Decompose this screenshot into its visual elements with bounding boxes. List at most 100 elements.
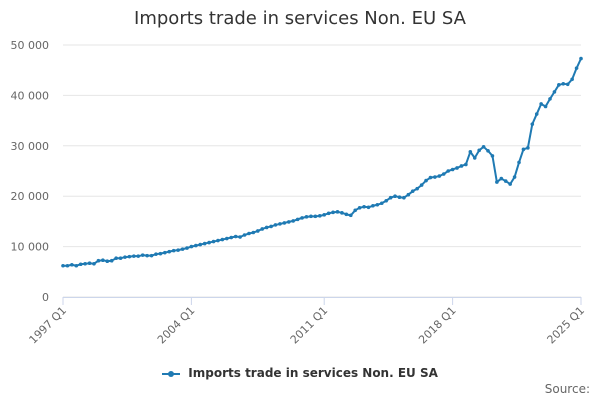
data-point[interactable] xyxy=(132,254,136,258)
data-point[interactable] xyxy=(539,102,543,106)
data-point[interactable] xyxy=(282,221,287,225)
data-point[interactable] xyxy=(211,239,216,244)
data-point[interactable] xyxy=(455,166,459,170)
data-point[interactable] xyxy=(167,249,172,254)
data-point[interactable] xyxy=(127,254,132,259)
data-point[interactable] xyxy=(255,229,260,233)
data-point[interactable] xyxy=(353,208,358,213)
data-point[interactable] xyxy=(309,214,313,219)
data-point[interactable] xyxy=(74,263,79,268)
data-point[interactable] xyxy=(123,255,127,259)
data-point[interactable] xyxy=(464,162,468,167)
data-point[interactable] xyxy=(149,253,154,258)
data-point[interactable] xyxy=(548,97,552,101)
data-point[interactable] xyxy=(450,167,455,172)
series-line[interactable] xyxy=(63,58,582,267)
data-point[interactable] xyxy=(375,202,380,207)
data-point[interactable] xyxy=(552,90,557,94)
data-point[interactable] xyxy=(109,258,114,263)
data-point[interactable] xyxy=(300,216,304,220)
data-point[interactable] xyxy=(362,204,366,209)
data-point[interactable] xyxy=(490,154,495,158)
data-point[interactable] xyxy=(322,213,327,217)
data-point[interactable] xyxy=(335,210,340,214)
data-point[interactable] xyxy=(269,224,273,229)
data-point[interactable] xyxy=(340,211,344,215)
data-point[interactable] xyxy=(185,246,189,250)
data-point[interactable] xyxy=(574,66,579,70)
data-point[interactable] xyxy=(397,195,402,200)
data-point[interactable] xyxy=(65,263,70,268)
data-point[interactable] xyxy=(247,231,251,236)
data-point[interactable] xyxy=(291,219,296,223)
data-point[interactable] xyxy=(379,201,384,206)
data-point[interactable] xyxy=(251,230,256,235)
data-point[interactable] xyxy=(499,176,504,181)
data-point[interactable] xyxy=(530,122,535,126)
data-point[interactable] xyxy=(503,179,508,183)
source-credit[interactable]: Source: xyxy=(544,382,590,396)
data-point[interactable] xyxy=(313,214,318,219)
data-point[interactable] xyxy=(225,236,229,241)
data-point[interactable] xyxy=(238,235,242,239)
data-point[interactable] xyxy=(579,56,583,61)
data-point[interactable] xyxy=(207,240,211,245)
data-point[interactable] xyxy=(114,256,118,260)
data-point[interactable] xyxy=(526,146,530,150)
data-point[interactable] xyxy=(61,263,65,268)
data-point[interactable] xyxy=(163,250,167,255)
data-point[interactable] xyxy=(419,183,424,187)
data-point[interactable] xyxy=(495,180,499,184)
data-point[interactable] xyxy=(180,247,185,251)
data-point[interactable] xyxy=(326,211,331,216)
data-point[interactable] xyxy=(145,253,149,258)
legend-item[interactable]: Imports trade in services Non. EU SA xyxy=(0,366,600,380)
data-point[interactable] xyxy=(118,256,123,260)
data-point[interactable] xyxy=(171,248,176,253)
data-point[interactable] xyxy=(83,261,87,266)
data-point[interactable] xyxy=(101,258,105,263)
data-point[interactable] xyxy=(472,156,477,160)
data-point[interactable] xyxy=(220,237,225,242)
data-point[interactable] xyxy=(242,233,247,237)
data-point[interactable] xyxy=(508,182,512,186)
data-point[interactable] xyxy=(433,175,437,179)
data-point[interactable] xyxy=(70,262,74,267)
data-point[interactable] xyxy=(543,104,548,109)
data-point[interactable] xyxy=(459,164,464,168)
data-point[interactable] xyxy=(189,244,194,249)
data-point[interactable] xyxy=(105,259,110,264)
data-point[interactable] xyxy=(344,212,349,217)
data-point[interactable] xyxy=(229,235,234,240)
data-point[interactable] xyxy=(415,186,419,191)
data-point[interactable] xyxy=(437,174,442,178)
data-point[interactable] xyxy=(424,178,428,183)
data-point[interactable] xyxy=(406,192,411,197)
data-point[interactable] xyxy=(176,248,180,252)
data-point[interactable] xyxy=(388,195,393,200)
data-point[interactable] xyxy=(194,243,198,248)
data-point[interactable] xyxy=(565,82,570,87)
data-point[interactable] xyxy=(136,254,141,258)
data-point[interactable] xyxy=(202,241,207,246)
data-point[interactable] xyxy=(87,261,92,266)
data-point[interactable] xyxy=(158,251,163,256)
data-point[interactable] xyxy=(393,194,397,198)
data-point[interactable] xyxy=(304,215,309,219)
data-point[interactable] xyxy=(512,175,517,179)
data-point[interactable] xyxy=(154,252,158,256)
data-point[interactable] xyxy=(286,220,291,224)
data-point[interactable] xyxy=(441,172,446,176)
data-point[interactable] xyxy=(216,238,220,243)
data-point[interactable] xyxy=(517,160,521,165)
data-point[interactable] xyxy=(534,112,539,116)
data-point[interactable] xyxy=(384,198,389,203)
data-point[interactable] xyxy=(366,205,371,210)
data-point[interactable] xyxy=(295,217,300,222)
data-point[interactable] xyxy=(348,213,353,218)
data-point[interactable] xyxy=(481,145,486,149)
data-point[interactable] xyxy=(278,222,282,226)
data-point[interactable] xyxy=(273,223,278,227)
data-point[interactable] xyxy=(402,195,406,200)
data-point[interactable] xyxy=(140,253,145,257)
